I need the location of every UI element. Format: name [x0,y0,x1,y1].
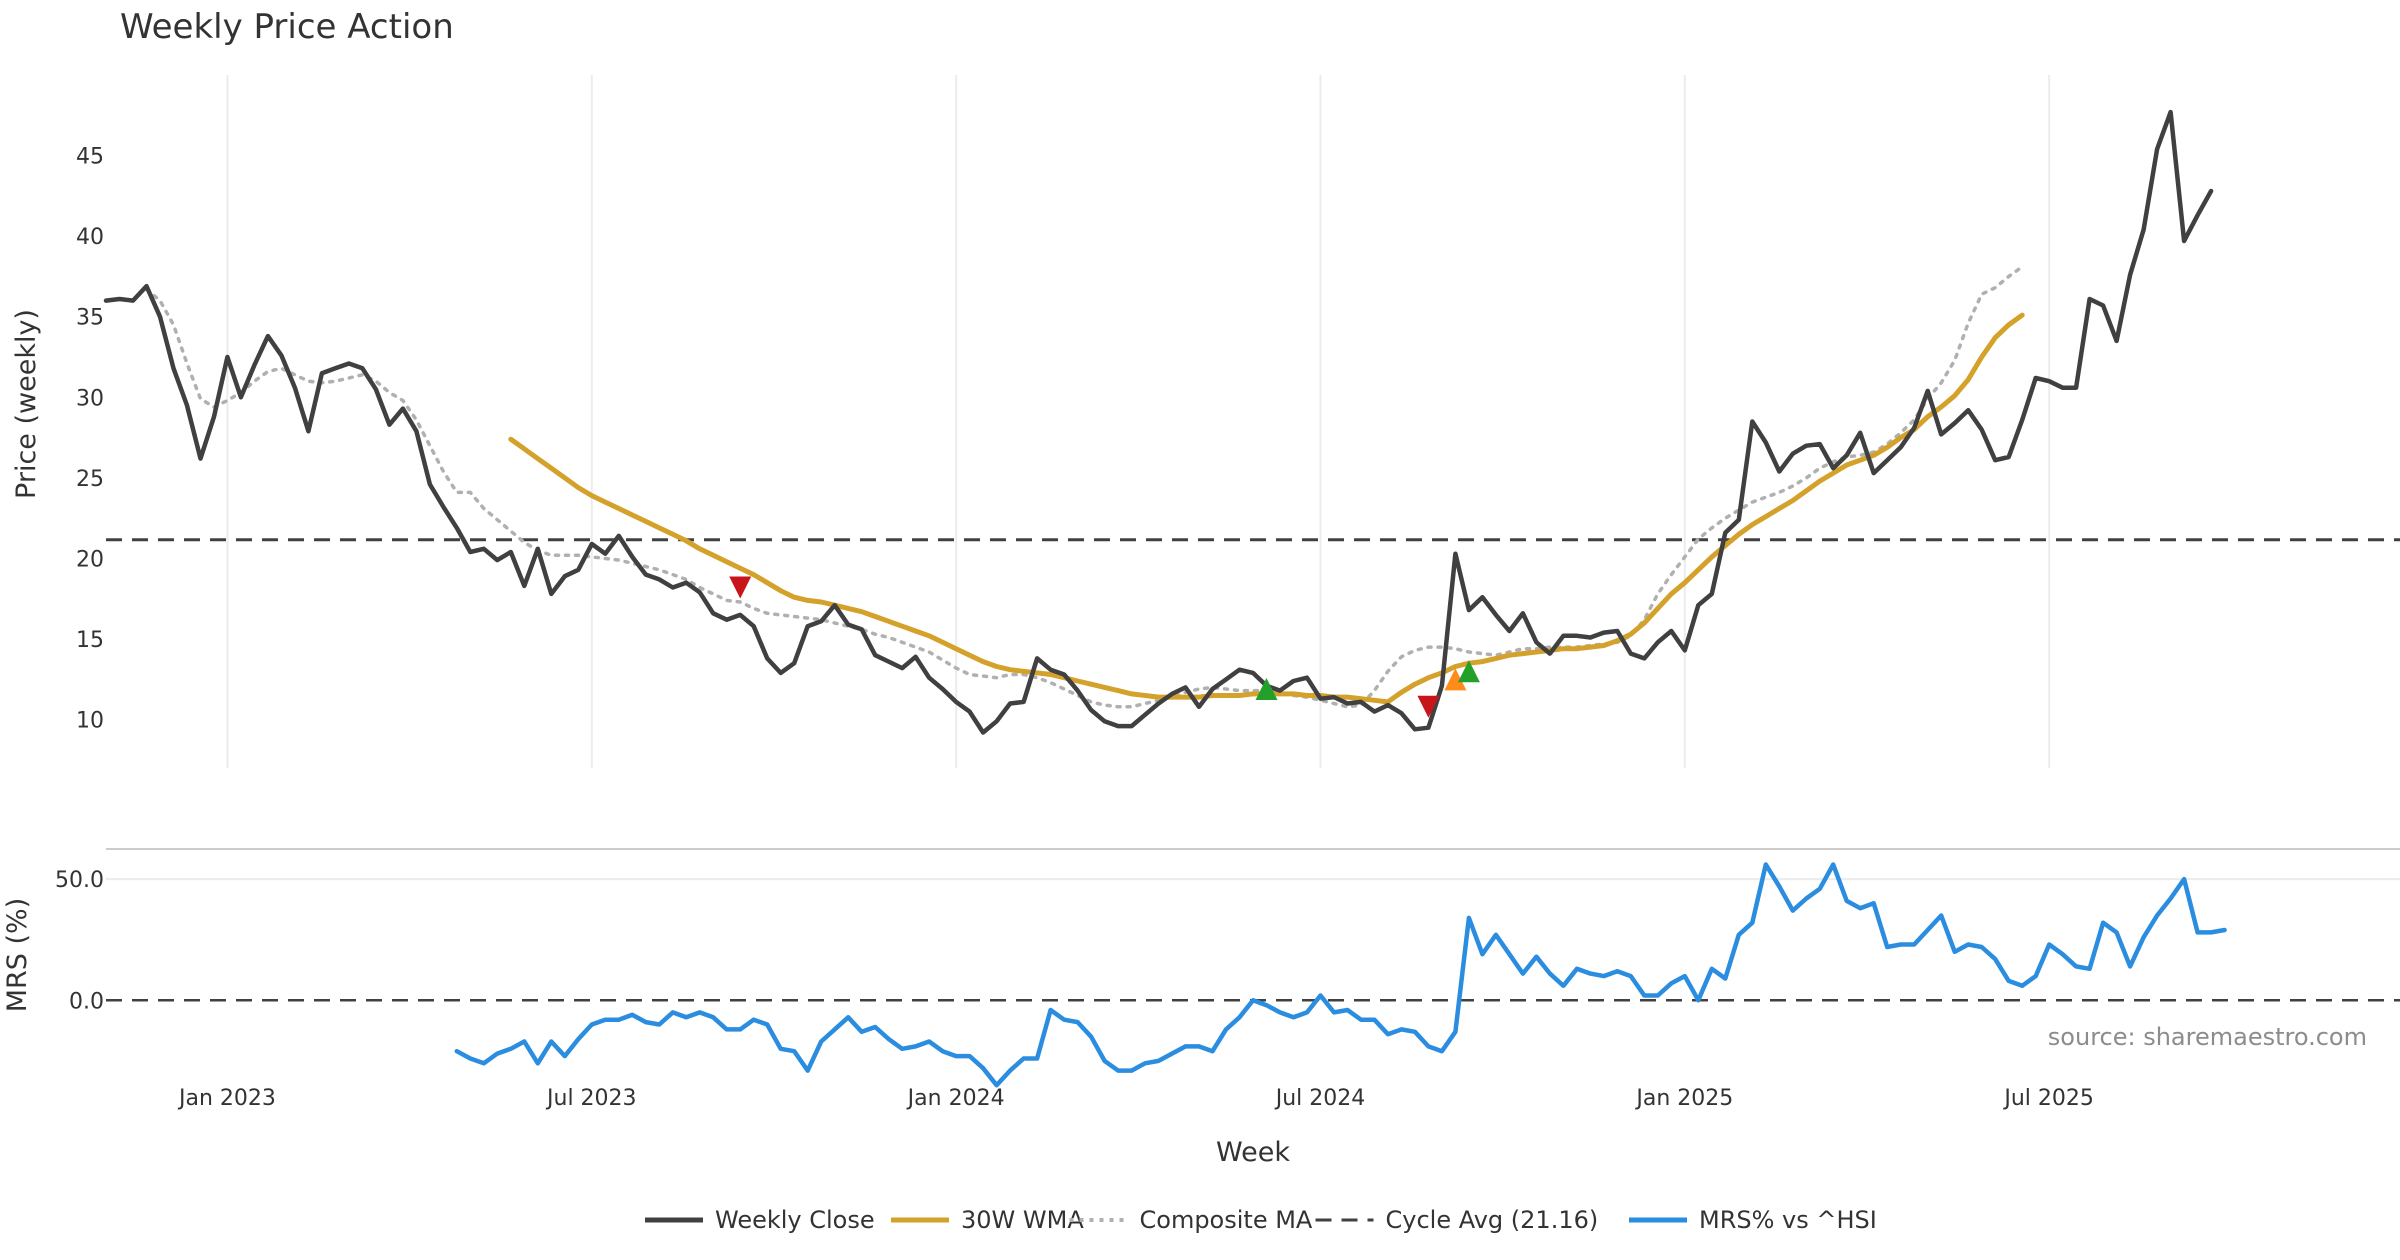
price-y-tick-label: 40 [76,225,104,250]
x-tick-label: Jan 2023 [177,1086,276,1111]
signal-marker-sell [1417,695,1440,718]
source-note: source: sharemaestro.com [2048,1023,2367,1051]
signal-marker-early-buy [1444,668,1467,691]
price-y-axis-title: Price (weekly) [11,309,42,499]
series-line-composite-ma [144,265,2024,709]
x-tick-label: Jul 2024 [1274,1086,1366,1111]
price-y-tick-label: 25 [76,467,104,492]
legend-label: Cycle Avg (21.16) [1386,1206,1599,1234]
signal-markers [729,576,1480,718]
x-tick-label: Jan 2024 [906,1086,1005,1111]
price-grid [226,75,2051,768]
price-y-tick-label: 45 [76,145,104,170]
price-y-tick-label: 15 [76,628,104,653]
mrs-series [454,862,2227,1088]
mrs-y-tick-label: 0.0 [69,989,104,1014]
signal-marker-buy [1255,678,1278,701]
x-ticks: Jan 2023 Jul 2023 Jan 2024 Jul 2024 Jan 2025… [177,1086,2094,1111]
chart-title: Weekly Price Action [120,7,454,47]
legend-label: Composite MA [1140,1206,1313,1234]
series-line-mrs-vs-hsi [454,862,2227,1088]
price-y-ticks: 10 15 20 25 30 35 40 45 [76,145,104,734]
legend-label: 30W WMA [961,1206,1084,1234]
x-tick-label: Jul 2023 [545,1086,637,1111]
mrs-y-ticks: 50.0 0.0 [55,868,104,1014]
x-tick-label: Jul 2025 [2002,1086,2094,1111]
series-line-weekly-close [103,109,2214,735]
series-line-30w-wma [508,312,2025,705]
mrs-y-axis-title: MRS (%) [2,898,33,1013]
signal-marker-buy [1457,660,1480,683]
x-tick-label: Jan 2025 [1634,1086,1733,1111]
mrs-y-tick-label: 50.0 [55,868,104,893]
x-axis-title: Week [1216,1137,1290,1168]
price-y-tick-label: 20 [76,547,104,572]
price-y-tick-label: 35 [76,306,104,331]
legend-label: Weekly Close [715,1206,875,1234]
legend-label: MRS% vs ^HSI [1699,1206,1877,1234]
legend: Weekly Close 30W WMA Composite MA Cycle Avg… [645,1206,1877,1234]
price-y-tick-label: 10 [76,709,104,734]
signal-marker-sell [729,576,752,599]
price-y-tick-label: 30 [76,386,104,411]
price-series [103,109,2214,735]
